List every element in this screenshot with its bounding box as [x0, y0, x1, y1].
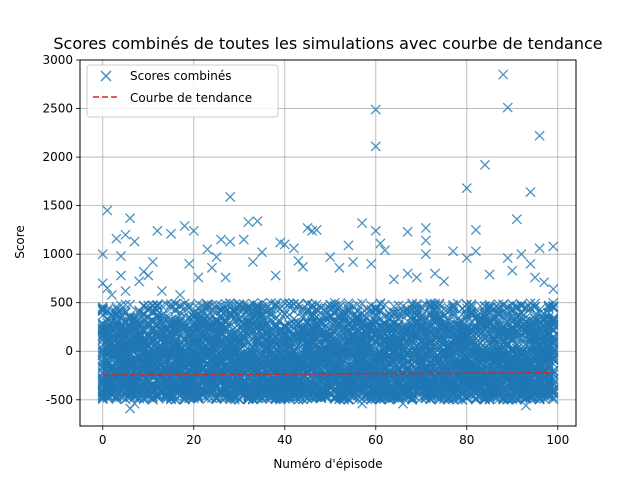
data-point	[111, 392, 122, 403]
data-points	[97, 69, 559, 414]
data-point	[124, 299, 136, 310]
data-point	[120, 299, 131, 310]
